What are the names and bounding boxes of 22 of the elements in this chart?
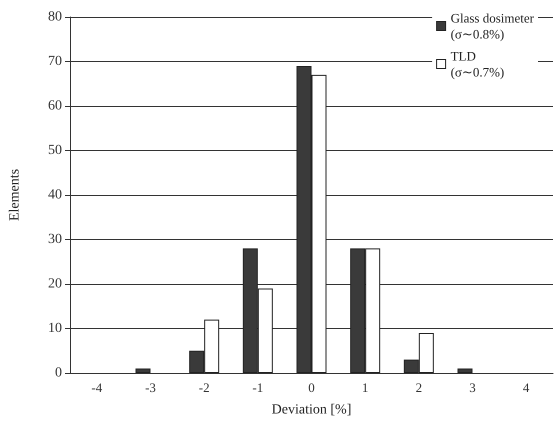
y-tick-label: 60 [48,98,62,114]
y-tick-label: 70 [48,54,62,69]
x-tick-label: 1 [362,380,368,395]
y-tick-label: 40 [48,188,62,202]
y-tick-label: 30 [48,232,62,247]
x-tick-label: 3 [469,380,476,395]
x-tick-label: -4 [91,380,103,395]
y-tick-label: 50 [48,143,62,158]
x-tick-label: 2 [416,380,422,395]
x-tick-label: 4 [522,380,530,395]
legend-label: TLD (σ∼0.7%) [450,48,504,80]
x-tick-label: -3 [145,380,156,395]
y-tick-label: 80 [48,10,62,24]
x-tick-label: -1 [252,380,264,395]
y-tick-label: 0 [55,366,62,380]
legend-label: Glass dosimeter (σ∼0.8%) [450,10,535,42]
y-axis-title: Elements [8,168,22,222]
x-tick-label: 0 [308,380,315,395]
y-tick-label: 20 [48,276,62,292]
x-tick-label: -2 [198,380,210,395]
y-tick-label: 10 [48,321,62,336]
x-axis-title: Deviation [%] [272,402,352,418]
